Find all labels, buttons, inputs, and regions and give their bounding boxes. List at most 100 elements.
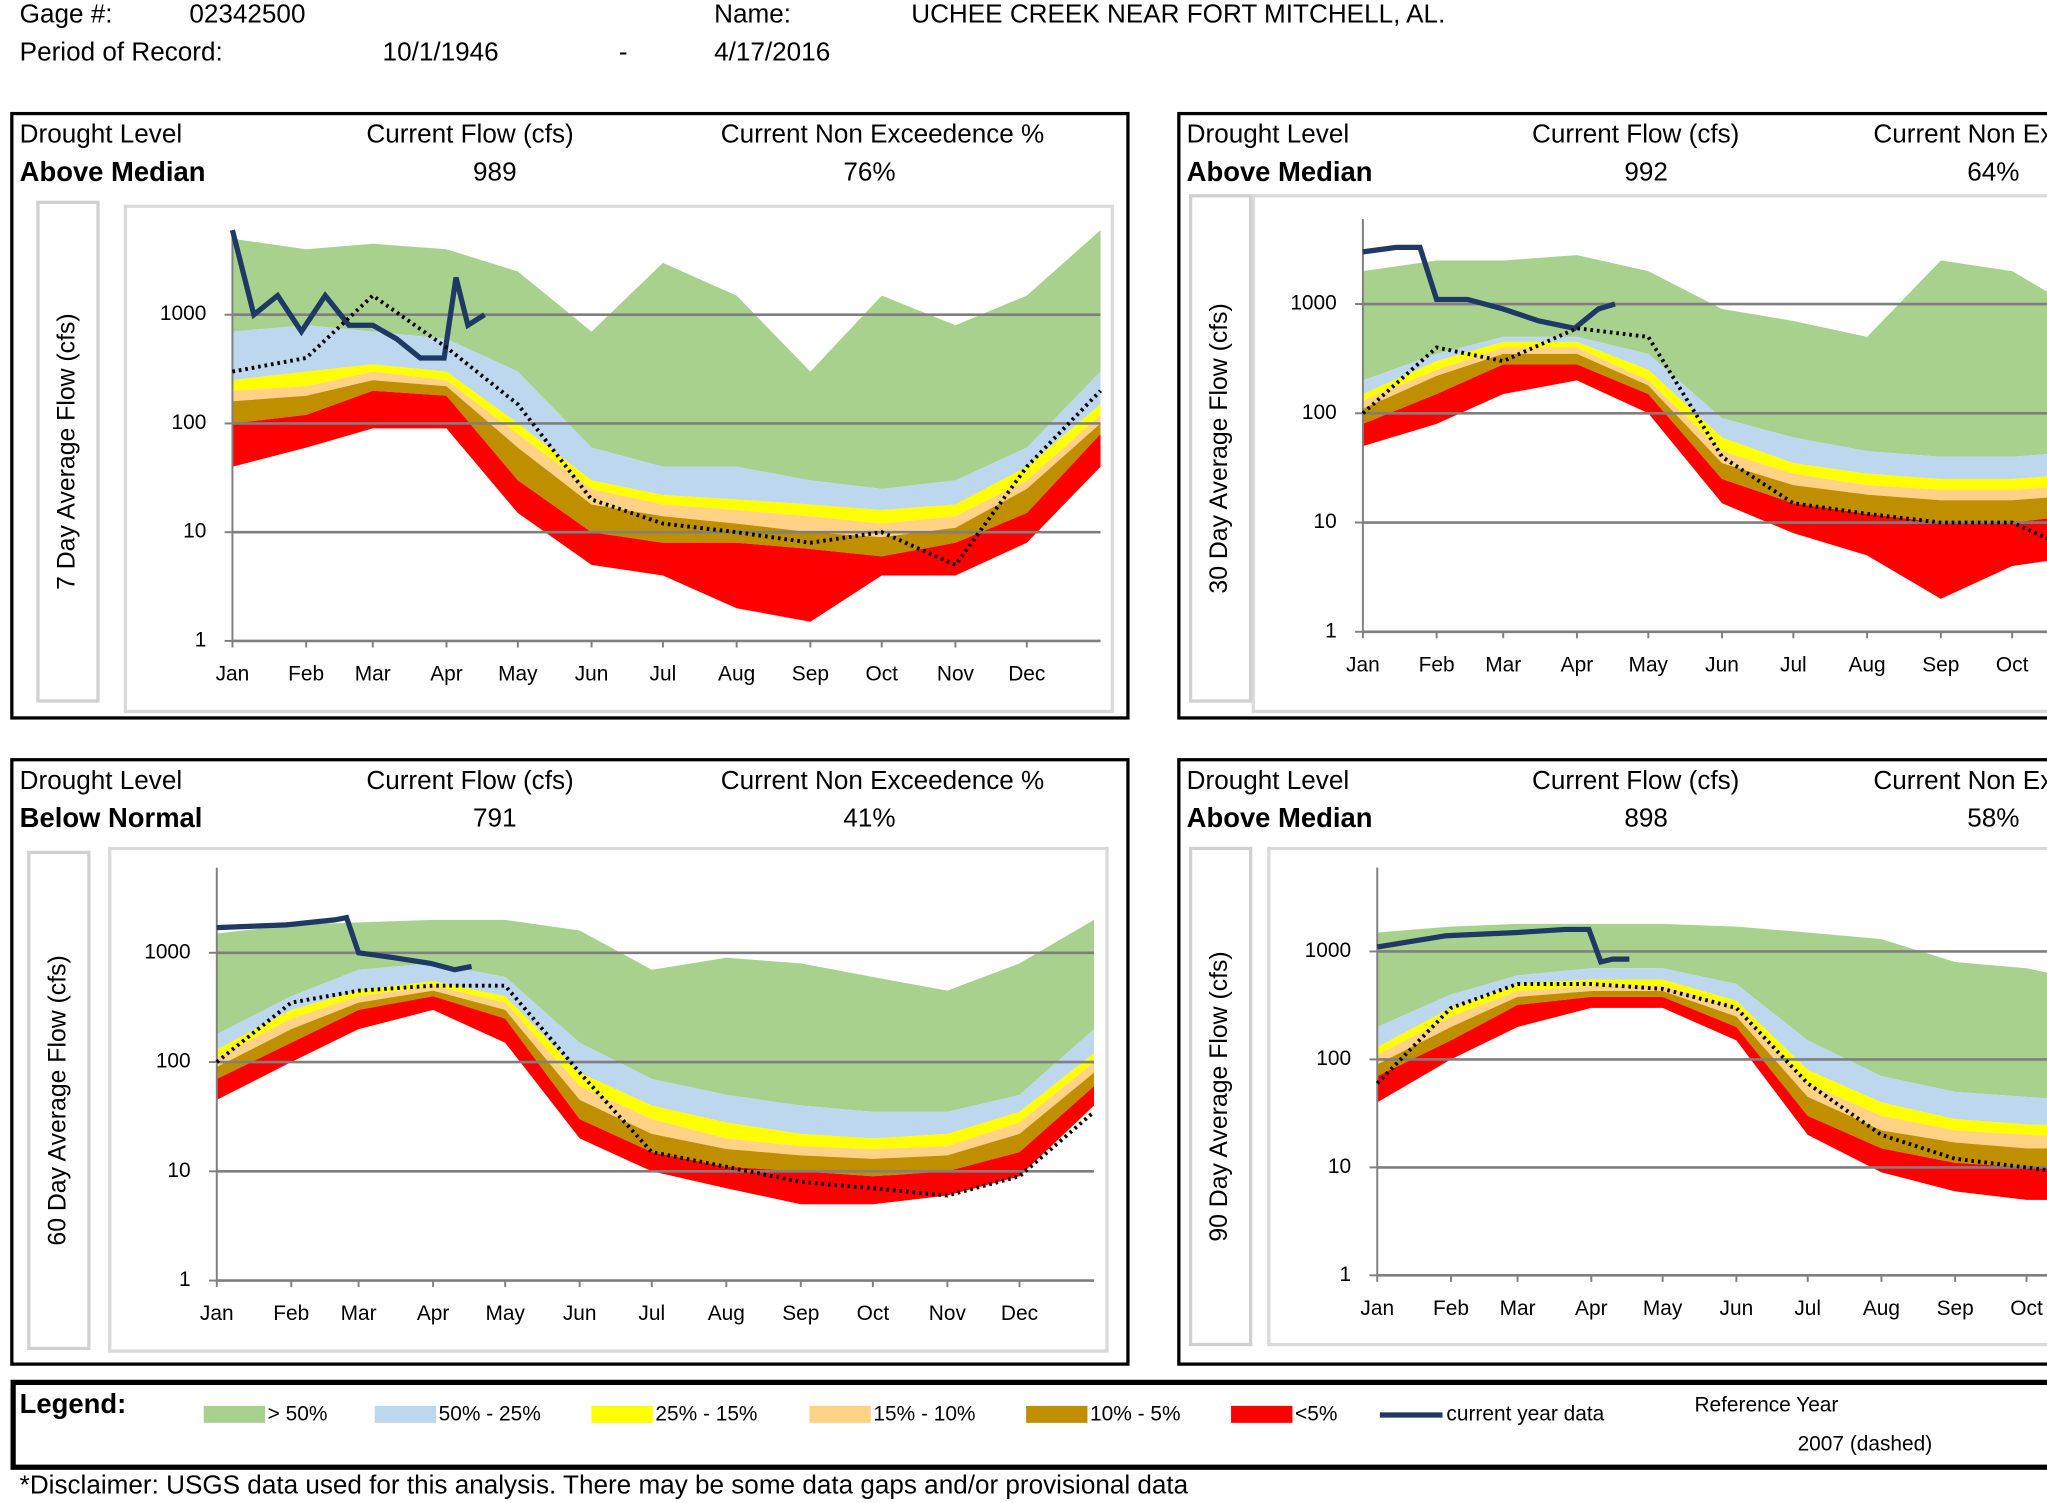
ylabel-box — [27, 850, 91, 1351]
percentile-band — [1377, 968, 2047, 1125]
ylabel-box — [1188, 194, 1253, 703]
legend-label: > 50% — [268, 1403, 328, 1426]
period-start: 10/1/1946 — [383, 36, 499, 66]
x-tick-label: Aug — [708, 1302, 745, 1325]
percentile-band — [216, 996, 1094, 1205]
panel-box — [10, 111, 1130, 720]
reference-title: Reference Year — [1694, 1393, 1838, 1416]
legend-swatch — [374, 1405, 437, 1423]
panel-box — [10, 758, 1130, 1366]
legend-title: Legend: — [20, 1388, 127, 1419]
disclaimer: *Disclaimer: USGS data used for this ana… — [20, 1470, 1189, 1500]
x-tick-label: Jun — [563, 1302, 597, 1325]
gage: 02342500 — [189, 0, 305, 29]
percentile-band — [1362, 336, 2047, 480]
x-tick-label: Nov — [937, 662, 975, 685]
flow-label: Current Flow (cfs) — [366, 765, 573, 795]
x-tick-label: Nov — [929, 1302, 967, 1325]
x-tick-label: Aug — [1849, 653, 1886, 676]
percentile-band — [1377, 985, 2047, 1149]
reference-label: 2007 (dashed) — [1798, 1433, 1933, 1456]
non-exceedence: 41% — [843, 803, 895, 833]
x-tick-label: Sep — [1922, 653, 1959, 676]
x-tick-label: Jan — [200, 1302, 234, 1325]
x-tick-label: Feb — [1419, 653, 1455, 676]
percentile-band — [216, 981, 1094, 1150]
nonexceed-label: Current Non Exceedence % — [721, 119, 1044, 149]
gage-label: Gage #: — [20, 0, 113, 29]
x-tick-label: Oct — [857, 1302, 890, 1325]
x-tick-label: May — [1643, 1297, 1683, 1320]
nonexceed-label: Current Non Exceedence % — [1873, 119, 2047, 149]
current-flow: 791 — [473, 803, 517, 833]
y-tick-label: 1 — [179, 1268, 191, 1291]
drought-level: Above Median — [1187, 802, 1373, 833]
x-tick-label: Apr — [417, 1302, 450, 1325]
percentile-band — [232, 371, 1101, 538]
y-tick-label: 1 — [1340, 1263, 1352, 1286]
y-axis-label: 60 Day Average Flow (cfs) — [44, 955, 71, 1245]
current-flow: 989 — [473, 157, 517, 187]
x-tick-label: Feb — [1433, 1297, 1469, 1320]
x-tick-label: Mar — [355, 662, 391, 685]
drought-level-label: Drought Level — [20, 765, 182, 795]
drought-level: Below Normal — [20, 802, 203, 833]
percentile-band — [216, 990, 1094, 1177]
x-tick-label: Sep — [792, 662, 829, 685]
ylabel-box — [1188, 846, 1253, 1347]
x-tick-label: Jan — [1360, 1297, 1394, 1320]
x-tick-label: Jun — [1705, 653, 1739, 676]
legend-swatch — [1231, 1405, 1293, 1423]
drought-level-label: Drought Level — [1187, 765, 1349, 795]
flow-label: Current Flow (cfs) — [1532, 119, 1739, 149]
legend-label: <5% — [1295, 1403, 1337, 1426]
y-axis-label: 90 Day Average Flow (cfs) — [1206, 951, 1233, 1241]
percentile-band — [216, 985, 1094, 1159]
x-tick-label: Oct — [865, 662, 898, 685]
x-tick-label: Apr — [430, 662, 463, 685]
legend-swatch — [203, 1405, 266, 1423]
x-tick-label: Aug — [718, 662, 755, 685]
x-tick-label: Mar — [1485, 653, 1521, 676]
x-tick-label: May — [485, 1302, 525, 1325]
x-tick-label: Sep — [782, 1302, 819, 1325]
name-label: Name: — [714, 0, 791, 29]
y-tick-label: 100 — [1302, 401, 1337, 424]
y-tick-label: 10 — [167, 1159, 190, 1182]
y-tick-label: 1000 — [144, 940, 190, 963]
y-tick-label: 100 — [171, 411, 206, 434]
legend-label: 50% - 25% — [439, 1403, 541, 1426]
x-tick-label: Jul — [1780, 653, 1807, 676]
y-axis-label: 30 Day Average Flow (cfs) — [1206, 303, 1233, 593]
drought-level: Above Median — [1187, 156, 1373, 187]
drought-level-label: Drought Level — [20, 119, 182, 149]
current-year-line — [1362, 244, 1616, 332]
period-end: 4/17/2016 — [714, 36, 830, 66]
y-tick-label: 100 — [1316, 1047, 1351, 1070]
reference-line — [232, 293, 1102, 568]
flow-label: Current Flow (cfs) — [366, 119, 573, 149]
percentile-band — [216, 963, 1094, 1139]
legend-box — [10, 1379, 2047, 1470]
x-tick-label: May — [1629, 653, 1669, 676]
legend-label: 10% - 5% — [1090, 1403, 1181, 1426]
x-tick-label: Jan — [216, 662, 250, 685]
y-tick-label: 10 — [1314, 510, 1337, 533]
percentile-band — [1377, 991, 2047, 1168]
percentile-band — [1377, 996, 2047, 1200]
non-exceedence: 58% — [1967, 803, 2019, 833]
y-tick-label: 1000 — [1290, 292, 1336, 315]
x-tick-label: Aug — [1863, 1297, 1900, 1320]
current-flow: 898 — [1624, 803, 1668, 833]
y-axis-label: 7 Day Average Flow (cfs) — [54, 313, 81, 590]
percentile-band — [232, 380, 1101, 557]
percentile-band — [232, 390, 1101, 622]
x-tick-label: May — [498, 662, 538, 685]
x-tick-label: Apr — [1561, 653, 1594, 676]
x-tick-label: Feb — [273, 1302, 309, 1325]
legend-label: 25% - 15% — [655, 1403, 757, 1426]
percentile-band — [1377, 923, 2047, 1099]
panel-box — [1177, 111, 2047, 720]
